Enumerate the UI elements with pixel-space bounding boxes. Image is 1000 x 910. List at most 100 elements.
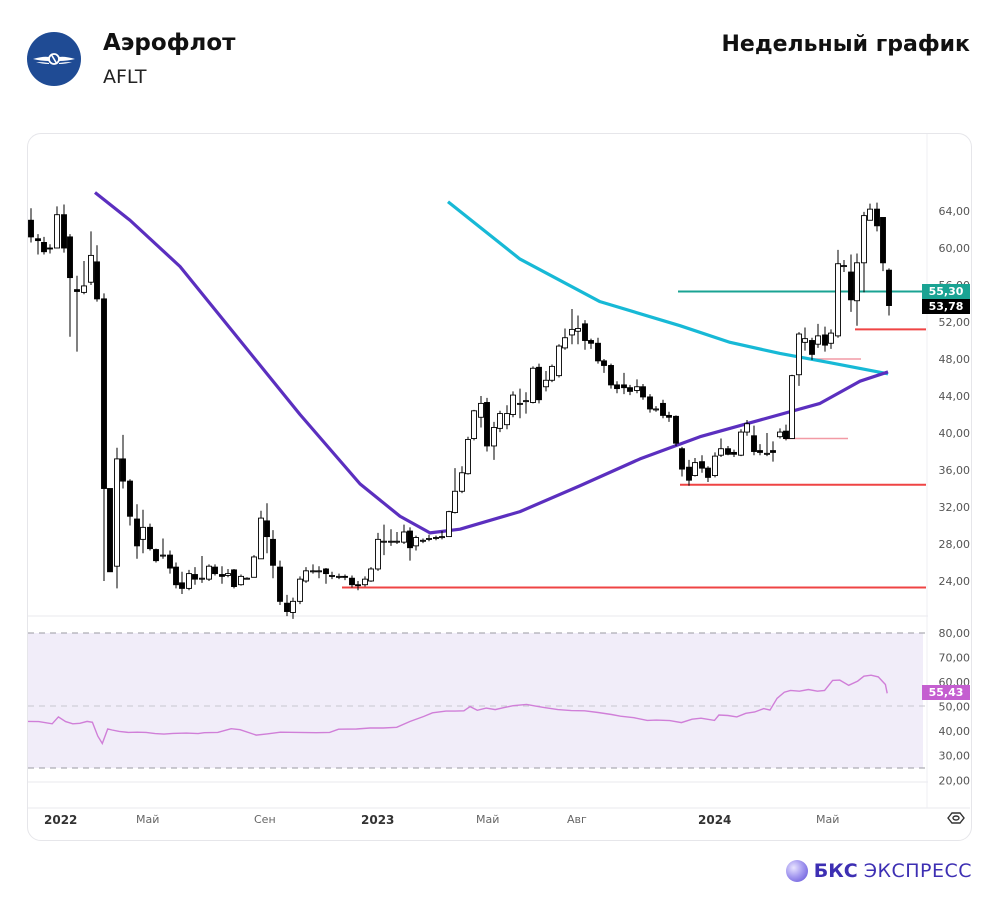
- bks-ball-icon: [785, 860, 808, 882]
- price-tick: 48,00: [939, 353, 971, 366]
- candle: [446, 510, 452, 538]
- candle: [634, 379, 640, 394]
- candle: [562, 328, 568, 350]
- time-label: Май: [136, 813, 160, 826]
- candle: [316, 566, 322, 579]
- price-tick: 36,00: [939, 464, 971, 477]
- candle: [861, 211, 867, 293]
- candle: [349, 575, 355, 588]
- candle: [127, 479, 133, 526]
- candle: [270, 530, 276, 579]
- candle: [264, 503, 270, 554]
- candle: [284, 594, 290, 617]
- candle: [465, 436, 471, 475]
- rsi-tick: 40,00: [939, 725, 971, 738]
- rsi-line: [27, 674, 888, 746]
- candle: [510, 391, 516, 418]
- candle: [471, 409, 477, 441]
- candle: [543, 371, 549, 392]
- candle: [770, 441, 776, 462]
- candle: [686, 459, 692, 486]
- candle: [258, 510, 264, 560]
- candle: [556, 344, 562, 378]
- candle: [41, 236, 47, 255]
- candle: [731, 449, 737, 458]
- candle: [101, 293, 107, 581]
- candle: [114, 447, 120, 589]
- candle: [394, 531, 400, 544]
- moving-averages: [94, 191, 889, 535]
- candle: [160, 538, 166, 559]
- candle: [757, 444, 763, 456]
- rsi-tick: 20,00: [939, 774, 971, 787]
- price-axis-ticks: 64,0060,0056,0052,0048,0044,0040,0036,00…: [939, 205, 971, 588]
- chart-title: Недельный график: [721, 32, 970, 57]
- candle: [433, 535, 439, 541]
- candle: [244, 577, 250, 580]
- candle: [764, 433, 770, 457]
- candle: [459, 466, 465, 494]
- candle: [186, 569, 192, 591]
- candle: [822, 326, 828, 352]
- candle: [575, 315, 581, 345]
- rsi-tick: 70,00: [939, 652, 971, 665]
- candle: [54, 206, 60, 249]
- candle: [595, 337, 601, 364]
- candle: [81, 260, 87, 295]
- candle: [653, 406, 659, 412]
- ma-short-line: [94, 191, 889, 535]
- candle: [608, 363, 614, 389]
- candle: [375, 532, 381, 571]
- candle: [303, 567, 309, 583]
- last-price-tag: 53,78: [922, 299, 970, 314]
- candle: [601, 359, 607, 373]
- candle: [582, 320, 588, 350]
- candle: [329, 571, 335, 580]
- candle: [627, 384, 633, 396]
- candle: [47, 244, 53, 254]
- candle: [828, 329, 834, 349]
- candle: [212, 564, 218, 576]
- candle: [874, 202, 880, 232]
- candle: [497, 410, 503, 433]
- candle: [679, 446, 685, 477]
- candle: [420, 538, 426, 544]
- rsi-value-tag: 55,43: [922, 685, 970, 700]
- candle: [530, 366, 536, 404]
- candlesticks: [28, 202, 892, 619]
- candle: [809, 337, 815, 360]
- candle: [569, 309, 575, 345]
- candle: [673, 415, 679, 446]
- candle: [290, 597, 296, 619]
- candle: [362, 576, 368, 587]
- candle: [796, 332, 802, 386]
- bks-express-logo: БКС ЭКСПРЕСС: [785, 860, 972, 882]
- candle: [199, 556, 205, 583]
- brand-express: ЭКСПРЕСС: [863, 860, 972, 882]
- candle: [407, 527, 413, 561]
- candle: [342, 574, 348, 581]
- candle: [94, 245, 100, 302]
- candle: [777, 428, 783, 439]
- ticker-symbol: AFLT: [103, 66, 147, 88]
- price-tick: 40,00: [939, 427, 971, 440]
- candle: [725, 445, 731, 456]
- ma-value-tag: 55,30: [922, 284, 970, 299]
- candle: [206, 564, 212, 581]
- eye-icon[interactable]: [946, 811, 966, 825]
- candle: [28, 208, 34, 243]
- time-label: 2022: [44, 813, 78, 827]
- rsi-tick: 30,00: [939, 750, 971, 763]
- candle: [297, 576, 303, 605]
- candle: [120, 434, 126, 489]
- time-label: Сен: [254, 813, 276, 826]
- candle: [134, 504, 140, 559]
- price-tick: 44,00: [939, 390, 971, 403]
- candle: [439, 531, 445, 540]
- price-tick: 32,00: [939, 501, 971, 514]
- time-label: 2024: [698, 813, 732, 827]
- candle: [61, 204, 67, 253]
- candle: [484, 397, 490, 452]
- winged-hammer-sickle-icon: [33, 53, 75, 65]
